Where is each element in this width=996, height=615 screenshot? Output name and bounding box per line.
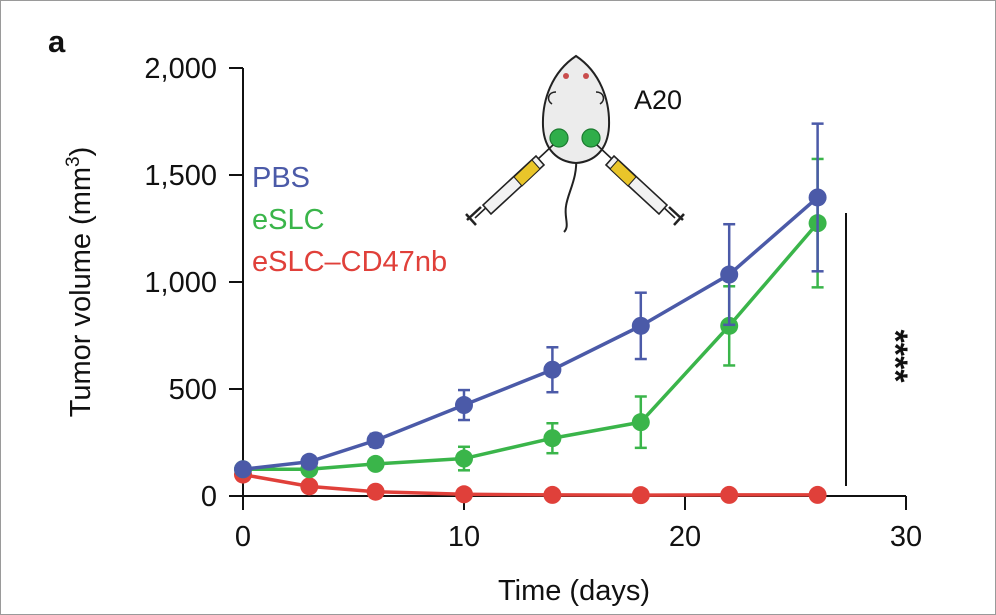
x-axis-title: Time (days) xyxy=(498,575,650,607)
data-point xyxy=(543,360,562,379)
data-point xyxy=(366,431,385,450)
legend-entry: eSLC–CD47nb xyxy=(252,246,447,278)
data-point xyxy=(631,413,650,432)
y-tick-label: 2,000 xyxy=(144,53,217,85)
series-group xyxy=(234,122,827,479)
series-line xyxy=(243,222,819,471)
y-tick-label: 1,500 xyxy=(144,160,217,192)
y-tick-label: 1,000 xyxy=(144,267,217,299)
y-axis-title-close: ) xyxy=(65,147,97,157)
legend-entry: PBS xyxy=(252,162,310,194)
y-tick-label: 500 xyxy=(169,374,217,406)
data-point xyxy=(543,429,562,448)
mouse-tail xyxy=(563,155,578,233)
data-point xyxy=(234,460,252,479)
data-point xyxy=(366,482,385,501)
data-point xyxy=(300,452,319,471)
data-point xyxy=(808,188,827,207)
series-line xyxy=(242,472,818,497)
x-ticks: 0 10 20 30 xyxy=(235,496,922,553)
data-point xyxy=(543,485,562,504)
mouse-right-ear xyxy=(595,91,605,105)
right-tumor xyxy=(581,128,601,148)
legend: PBS eSLC eSLC–CD47nb xyxy=(252,162,447,278)
data-point xyxy=(455,449,473,468)
left-tumor xyxy=(549,128,569,148)
data-point xyxy=(631,316,650,335)
mouse-left-ear xyxy=(547,91,557,105)
y-axis-title: Tumor volume (mm3) xyxy=(63,147,97,418)
data-point xyxy=(808,485,827,504)
y-tick-label: 0 xyxy=(201,481,217,513)
series-layer xyxy=(234,122,827,505)
data-point xyxy=(366,454,385,473)
x-tick-label: 30 xyxy=(890,521,922,553)
x-tick-label: 0 xyxy=(235,521,251,553)
y-axis-title-superscript: 3 xyxy=(63,156,84,167)
mouse-left-eye xyxy=(563,73,569,79)
panel-label: a xyxy=(48,24,66,59)
x-tick-label: 20 xyxy=(669,521,701,553)
right-syringe xyxy=(596,144,685,226)
data-point xyxy=(720,485,739,504)
y-axis-title-main: Tumor volume (mm xyxy=(65,167,97,417)
series-group xyxy=(234,465,827,505)
series-line xyxy=(242,196,819,471)
data-point xyxy=(455,485,473,504)
legend-entry: eSLC xyxy=(252,204,325,236)
left-syringe xyxy=(465,144,554,226)
data-point xyxy=(720,265,739,284)
data-point xyxy=(455,396,473,415)
data-point xyxy=(300,477,319,496)
y-ticks: 0 500 1,000 1,500 2,000 xyxy=(144,53,243,513)
significance-stars: **** xyxy=(876,330,914,384)
mouse-right-eye xyxy=(583,73,589,79)
data-point xyxy=(631,486,650,505)
x-tick-label: 10 xyxy=(448,521,480,553)
model-label: A20 xyxy=(634,85,682,115)
mouse-illustration xyxy=(465,54,685,233)
